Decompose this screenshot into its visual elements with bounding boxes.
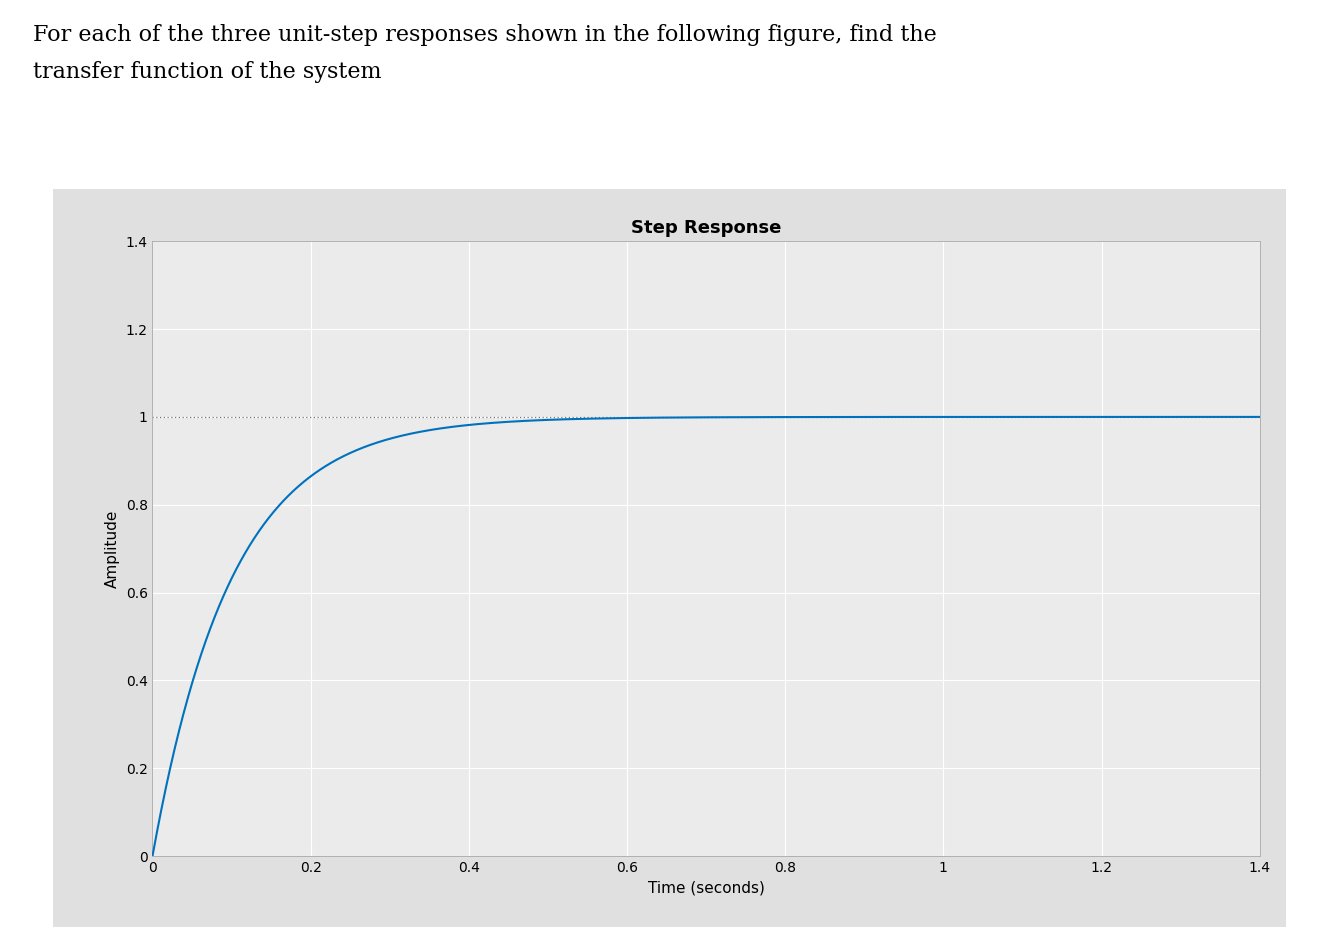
X-axis label: Time (seconds): Time (seconds)	[647, 881, 765, 896]
Text: transfer function of the system: transfer function of the system	[33, 61, 382, 83]
Text: For each of the three unit-step responses shown in the following figure, find th: For each of the three unit-step response…	[33, 24, 937, 45]
Y-axis label: Amplitude: Amplitude	[105, 510, 121, 587]
Title: Step Response: Step Response	[631, 219, 781, 236]
